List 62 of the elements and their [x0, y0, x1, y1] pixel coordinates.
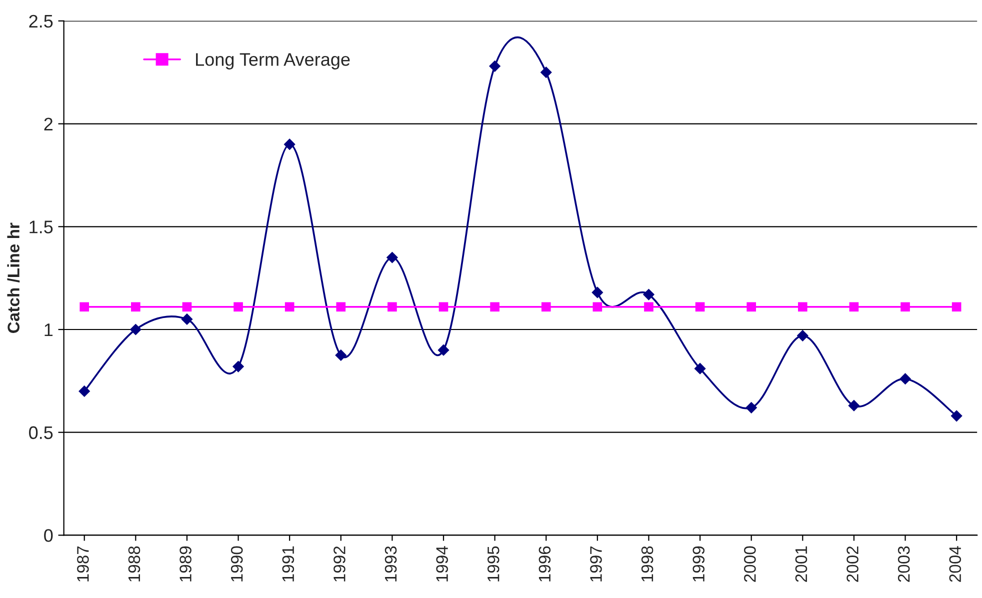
point: [746, 302, 756, 312]
point: [950, 410, 962, 422]
x-tick-label: 2004: [949, 546, 962, 582]
point: [848, 400, 860, 412]
y-tick-label: 0: [44, 529, 53, 542]
point: [900, 302, 910, 312]
point: [798, 302, 808, 312]
point: [541, 302, 551, 312]
point: [131, 302, 140, 312]
point: [284, 302, 294, 312]
x-tick-label: 1989: [180, 546, 192, 582]
x-tick-label: 1996: [538, 546, 551, 582]
point: [490, 302, 500, 312]
x-tick-label: 2001: [795, 546, 808, 582]
point: [540, 66, 552, 78]
point: [796, 330, 808, 342]
point: [438, 302, 448, 312]
y-tick-label: 0.5: [29, 426, 53, 440]
point: [592, 302, 602, 312]
point: [181, 313, 193, 326]
y-tick-label: 1.5: [30, 220, 53, 234]
point: [182, 302, 192, 312]
x-tick-label: 2002: [846, 546, 858, 582]
point: [80, 302, 90, 312]
point: [899, 373, 912, 385]
point: [592, 286, 604, 298]
x-tick-label: 1992: [334, 546, 346, 582]
point: [488, 60, 501, 72]
point: [952, 302, 962, 312]
x-tick-label: 1994: [436, 546, 448, 582]
point: [746, 402, 758, 414]
x-tick-label: 1988: [128, 546, 140, 582]
x-tick-label: 1987: [77, 546, 89, 582]
x-tick-label: 1990: [230, 546, 243, 582]
point: [78, 385, 90, 398]
y-tick-label: 2.5: [29, 14, 53, 28]
x-tick-label: 1997: [590, 546, 602, 582]
x-tick-label: 2003: [898, 546, 910, 582]
point: [694, 362, 706, 374]
y-tick-label: 1: [44, 324, 53, 336]
x-tick-label: 2000: [744, 546, 756, 582]
point: [849, 302, 859, 312]
y-tick-label: 2: [44, 118, 53, 130]
point: [642, 288, 655, 300]
point: [644, 302, 654, 312]
point: [695, 302, 705, 312]
x-tick-label: 1999: [692, 546, 705, 582]
point: [234, 302, 243, 312]
x-tick-label: 1993: [384, 546, 397, 582]
legend-label: Long Term Average: [196, 53, 350, 70]
x-tick-label: 1995: [487, 546, 500, 582]
point: [388, 302, 397, 312]
point: [130, 324, 142, 336]
point: [232, 360, 244, 372]
x-tick-label: 1991: [282, 546, 294, 582]
point: [336, 302, 346, 312]
point: [335, 349, 347, 362]
x-tick-label: 1998: [641, 546, 654, 582]
y-axis-title: Catch /Line hr: [7, 222, 20, 333]
point: [386, 252, 398, 264]
point: [284, 138, 296, 150]
point: [438, 344, 450, 356]
